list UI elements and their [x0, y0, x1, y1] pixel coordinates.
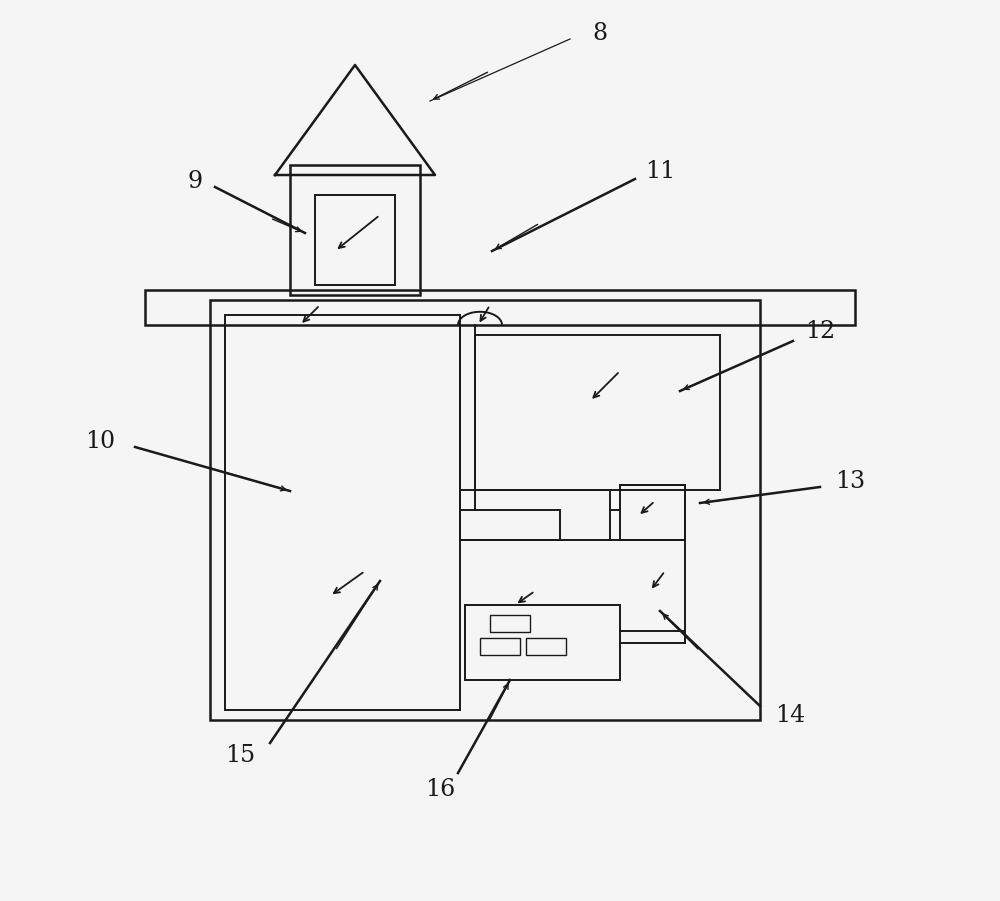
Bar	[480, 638, 520, 655]
Bar	[145, 290, 855, 325]
Bar	[460, 490, 610, 540]
Bar	[620, 485, 685, 540]
Text: 10: 10	[85, 430, 115, 452]
Bar	[460, 510, 560, 540]
Bar	[465, 605, 620, 680]
Text: 9: 9	[187, 169, 203, 193]
Bar	[526, 638, 566, 655]
Text: 16: 16	[425, 778, 455, 800]
Text: 12: 12	[805, 320, 835, 342]
Text: 8: 8	[592, 22, 608, 44]
Text: 15: 15	[225, 744, 255, 768]
Text: 14: 14	[775, 705, 805, 727]
Text: 13: 13	[835, 469, 865, 493]
Bar	[475, 335, 720, 490]
Text: 11: 11	[645, 159, 675, 183]
Bar	[225, 315, 460, 710]
Bar	[210, 300, 760, 720]
Bar	[490, 615, 530, 632]
Bar	[315, 195, 395, 285]
Bar	[290, 165, 420, 295]
